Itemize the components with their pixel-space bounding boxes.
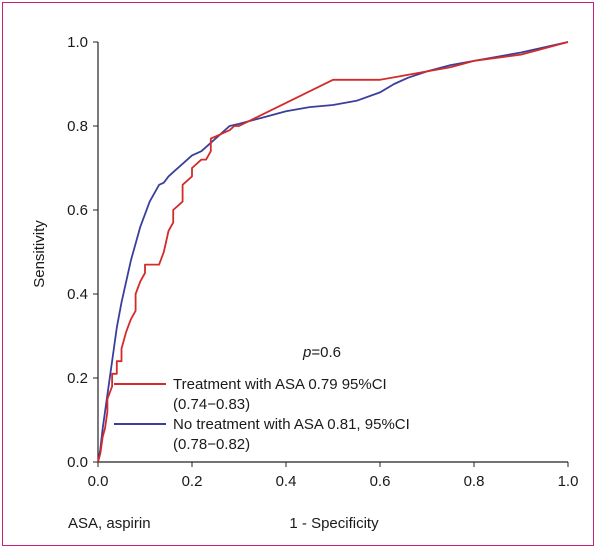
y-tick-label: 0.0 xyxy=(67,454,88,471)
legend-label-treatment: Treatment with ASA 0.79 95%CI xyxy=(173,376,387,393)
y-tick-label: 0.2 xyxy=(67,370,88,387)
x-tick-label: 0.4 xyxy=(276,473,297,490)
legend-ci-no-treatment: (0.78−0.82) xyxy=(173,436,250,453)
y-tick-label: 1.0 xyxy=(67,34,88,51)
p-value-annotation: p=0.6 xyxy=(302,344,341,361)
y-tick-label: 0.8 xyxy=(67,118,88,135)
p-value: =0.6 xyxy=(311,344,341,361)
x-tick-label: 0.2 xyxy=(182,473,203,490)
x-tick-label: 0.0 xyxy=(88,473,109,490)
series-line-no-treatment xyxy=(97,41,569,463)
p-symbol: p xyxy=(302,344,311,361)
y-axis-label: Sensitivity xyxy=(31,220,48,288)
legend-label-no-treatment: No treatment with ASA 0.81, 95%CI xyxy=(173,416,410,433)
x-axis-label: 1 - Specificity xyxy=(289,515,379,532)
x-tick-label: 0.6 xyxy=(370,473,391,490)
ticks: 0.0 0.2 0.4 0.6 0.8 1.0 0.0 0.2 0.4 0.6 0.8 1.0 xyxy=(67,34,578,490)
series-layer xyxy=(97,41,569,463)
legend-ci-treatment: (0.74−0.83) xyxy=(173,396,250,413)
x-tick-label: 0.8 xyxy=(464,473,485,490)
y-tick-label: 0.6 xyxy=(67,202,88,219)
legend: Treatment with ASA 0.79 95%CI (0.74−0.83… xyxy=(114,376,410,453)
series-line-treatment xyxy=(97,41,569,463)
footnote-text: ASA, aspirin xyxy=(68,515,151,532)
x-tick-label: 1.0 xyxy=(558,473,579,490)
y-tick-label: 0.4 xyxy=(67,286,88,303)
axes xyxy=(97,42,568,463)
